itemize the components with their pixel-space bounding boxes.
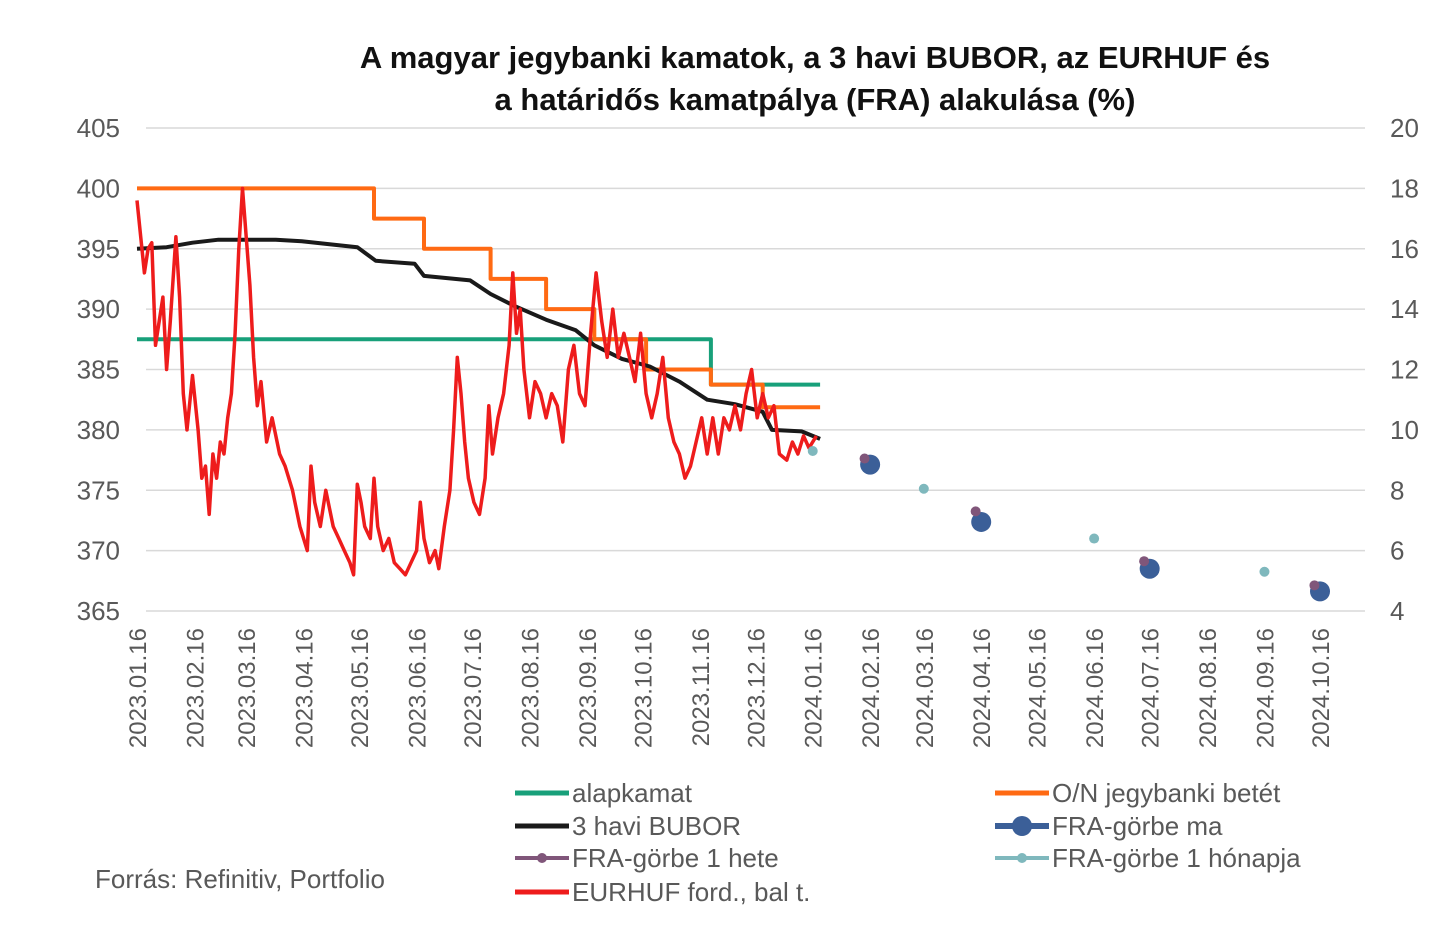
series-line-eurhuf-ford-bal-t <box>135 186 818 577</box>
right-axis-ticks: 20 18 16 14 12 10 8 6 4 <box>1390 113 1419 626</box>
legend-label-3-havi-bubor: 3 havi BUBOR <box>572 811 741 841</box>
left-tick-label: 365 <box>77 596 120 626</box>
fra-markers <box>807 446 1330 602</box>
x-tick-label: 2023.06.16 <box>405 628 432 748</box>
marker-fra-g-rbe-1-h-napja <box>807 446 818 457</box>
x-axis-ticks: 2023.01.16 2023.02.16 2023.03.16 2023.04.16… <box>125 628 1335 748</box>
legend: alapkamat O/N jegybanki betét 3 havi BUBOR… <box>515 778 1301 907</box>
x-tick-label: 2023.08.16 <box>517 628 544 748</box>
left-tick-label: 380 <box>77 415 120 445</box>
x-tick-label: 2023.09.16 <box>575 628 602 748</box>
left-tick-label: 400 <box>77 173 120 203</box>
x-tick-label: 2024.01.16 <box>801 628 828 748</box>
legend-label-alapkamat: alapkamat <box>572 778 693 808</box>
x-tick-label: 2024.05.16 <box>1025 628 1052 748</box>
x-tick-label: 2023.05.16 <box>347 628 374 748</box>
legend-label-o-n-jegybanki-bet-t: O/N jegybanki betét <box>1052 778 1281 808</box>
legend-label-fra-g-rbe-1-hete: FRA-görbe 1 hete <box>572 843 779 873</box>
right-tick-label: 20 <box>1390 113 1419 143</box>
marker-fra-g-rbe-1-hete <box>1309 580 1320 591</box>
left-tick-label: 375 <box>77 475 120 505</box>
left-tick-label: 395 <box>77 234 120 264</box>
series-line-alapkamat <box>137 337 821 387</box>
left-axis-ticks: 405 400 395 390 385 380 375 370 365 <box>77 113 120 626</box>
x-tick-label: 2023.02.16 <box>182 628 209 748</box>
x-tick-label: 2024.02.16 <box>858 628 885 748</box>
marker-fra-g-rbe-1-h-napja <box>1259 566 1270 577</box>
legend-label-fra-g-rbe-ma: FRA-görbe ma <box>1052 811 1223 841</box>
marker-fra-g-rbe-1-h-napja <box>1089 533 1100 544</box>
legend-marker-fra-g-rbe-1-hete <box>537 853 547 863</box>
x-tick-label: 2024.06.16 <box>1082 628 1109 748</box>
right-tick-label: 12 <box>1390 355 1419 385</box>
legend-label-eurhuf-ford-bal-t: EURHUF ford., bal t. <box>572 877 810 907</box>
marker-fra-g-rbe-ma <box>971 511 992 532</box>
right-tick-label: 16 <box>1390 234 1419 264</box>
marker-fra-g-rbe-1-hete <box>970 506 981 517</box>
x-tick-label: 2024.09.16 <box>1252 628 1279 748</box>
x-tick-label: 2023.10.16 <box>630 628 657 748</box>
left-tick-label: 385 <box>77 355 120 385</box>
left-tick-label: 405 <box>77 113 120 143</box>
right-tick-label: 14 <box>1390 294 1419 324</box>
x-tick-label: 2024.08.16 <box>1195 628 1222 748</box>
marker-fra-g-rbe-1-hete <box>859 453 870 464</box>
legend-marker-fra-g-rbe-1-h-napja <box>1017 853 1027 863</box>
x-tick-label: 2024.10.16 <box>1308 628 1335 748</box>
left-tick-label: 370 <box>77 536 120 566</box>
x-tick-label: 2023.07.16 <box>460 628 487 748</box>
gridlines <box>146 127 1365 612</box>
x-tick-label: 2023.11.16 <box>688 628 715 746</box>
x-tick-label: 2024.07.16 <box>1138 628 1165 748</box>
x-tick-label: 2023.12.16 <box>743 628 770 748</box>
right-tick-label: 6 <box>1390 536 1404 566</box>
legend-marker-fra-g-rbe-ma <box>1012 816 1032 836</box>
right-tick-label: 8 <box>1390 475 1404 505</box>
series-lines <box>135 186 821 577</box>
legend-label-fra-g-rbe-1-h-napja: FRA-görbe 1 hónapja <box>1052 843 1301 873</box>
x-tick-label: 2024.04.16 <box>969 628 996 748</box>
marker-fra-g-rbe-1-hete <box>1139 556 1150 567</box>
right-tick-label: 4 <box>1390 596 1404 626</box>
chart-title-line-2: a határidős kamatpálya (FRA) alakulása (… <box>495 82 1136 117</box>
chart-title-line-1: A magyar jegybanki kamatok, a 3 havi BUB… <box>360 40 1270 75</box>
x-tick-label: 2023.01.16 <box>125 628 152 748</box>
x-tick-label: 2024.03.16 <box>912 628 939 748</box>
x-tick-label: 2023.03.16 <box>234 628 261 748</box>
x-tick-label: 2023.04.16 <box>292 628 319 748</box>
marker-fra-g-rbe-1-h-napja <box>918 483 929 494</box>
source-note: Forrás: Refinitiv, Portfolio <box>95 864 385 894</box>
left-tick-label: 390 <box>77 294 120 324</box>
right-tick-label: 10 <box>1390 415 1419 445</box>
right-tick-label: 18 <box>1390 173 1419 203</box>
